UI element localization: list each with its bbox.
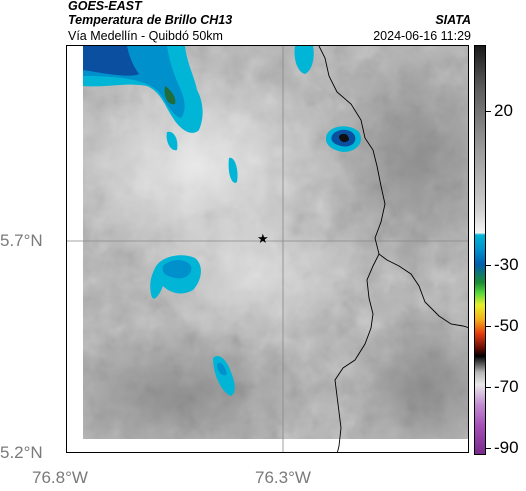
route-subtitle: Vía Medellín - Quibdó 50km [68, 29, 223, 43]
product-title: Temperatura de Brillo CH13 [68, 13, 233, 27]
star-icon: ★ [257, 231, 269, 246]
colorbar-tick [486, 111, 491, 112]
cold-cloud-tops [83, 46, 362, 396]
latitude-label: 5.7°N [0, 231, 43, 250]
department-boundary [318, 46, 468, 452]
latitude-label: 5.2°N [0, 443, 43, 462]
satellite-name: GOES-EAST [68, 0, 142, 13]
timestamp: 2024-06-16 11:29 [373, 29, 471, 43]
longitude-label: 76.3°W [255, 468, 311, 487]
colorbar-label: -30 [494, 255, 519, 274]
colorbar-tick [486, 387, 491, 388]
colorbar-label: -50 [494, 316, 519, 335]
satellite-imagery [67, 46, 468, 452]
colorbar-tick [486, 326, 491, 327]
satellite-map[interactable]: ★ [66, 45, 469, 453]
colorbar-label: -70 [494, 377, 519, 396]
colorbar-tick [486, 448, 491, 449]
colorbar-label: 20 [494, 101, 513, 120]
longitude-label: 76.8°W [32, 468, 88, 487]
colorbar-label: -90 [494, 438, 519, 457]
organization-label: SIATA [435, 13, 471, 27]
colorbar-tick [486, 265, 491, 266]
colorbar [474, 45, 486, 455]
